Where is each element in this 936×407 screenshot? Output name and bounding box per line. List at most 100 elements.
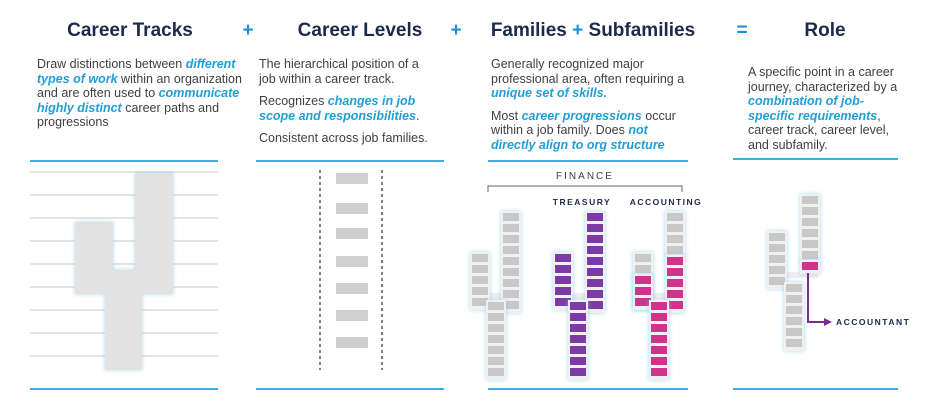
generic-right-stack [501,211,521,313]
level-block [570,313,586,321]
level-block [503,279,519,287]
treasury-bottom-stack [568,300,588,380]
level-block [555,254,571,262]
treasury-label: TREASURY [553,197,611,207]
stack-connector [555,293,603,299]
level-block [651,357,667,365]
level-block [651,368,667,376]
level-block [769,277,785,285]
families-p1: Generally recognized major professional … [491,57,685,100]
career-tracks-bottom-rule [30,388,218,390]
level-block [503,246,519,254]
level-block [472,254,488,262]
role-right-stack [800,194,820,263]
finance-label: FINANCE [556,171,614,182]
level-block [667,213,683,221]
role-selected-block [800,260,820,274]
level-block [587,224,603,232]
level-block [635,298,651,306]
families-plus: + [572,20,584,41]
level-block [472,298,488,306]
career-tracks-description: Draw distinctions between different type… [37,57,242,129]
level-block [667,257,683,265]
career-levels-p1: The hierarchical position of a job withi… [259,57,419,86]
role-description: A specific point in a career journey, ch… [748,65,898,152]
level-block [555,276,571,284]
level-block [651,335,667,343]
level-block [667,224,683,232]
accountant-arrow [807,273,826,323]
level-block [488,368,504,376]
level-block [488,302,504,310]
accounting-bottom-stack [649,300,669,380]
families-top-rule [488,160,688,162]
level-block [667,290,683,298]
level-block [587,257,603,265]
highlight-unique-skills: unique set of skills. [491,86,607,100]
level-block [635,265,651,273]
level-block [570,335,586,343]
career-levels-title: Career Levels [297,20,423,41]
accounting-left-stack [633,274,653,310]
level-block [570,324,586,332]
level-block [802,262,818,270]
level-block [786,284,802,292]
level-block [635,254,651,262]
career-levels-blocks [336,173,368,348]
family-stacks [470,211,685,380]
generic-bottom-stack [486,300,506,380]
level-block [587,301,603,309]
level-block [587,268,603,276]
treasury-left-stack [553,252,573,310]
level-block [635,276,651,284]
role-bottom-stack [784,282,804,351]
level-block [503,235,519,243]
career-levels-description: The hierarchical position of a job withi… [259,57,437,154]
level-block [786,306,802,314]
level-block [802,207,818,215]
level-block [555,287,571,295]
level-block [769,255,785,263]
level-block [555,298,571,306]
highlight-communicate: communicate highly distinct [37,86,240,115]
level-block [802,240,818,248]
level-block [786,317,802,325]
level-block [667,279,683,287]
career-track-shape [75,173,173,370]
level-block [587,213,603,221]
level-block [472,265,488,273]
role-bottom-rule [733,388,898,390]
level-block [802,218,818,226]
level-block [488,313,504,321]
career-levels-p2: Recognizes changes in job scope and resp… [259,94,420,123]
accounting-label: ACCOUNTING [630,197,703,207]
level-block [651,302,667,310]
level-block [570,346,586,354]
level-block [488,357,504,365]
treasury-right-stack [585,211,605,313]
stack-connector [472,293,520,299]
level-block [488,324,504,332]
role-left-stack [767,231,787,289]
accountant-label: ACCOUNTANT [836,317,910,327]
level-block [503,257,519,265]
level-block [503,301,519,309]
career-levels-p3: Consistent across job families. [259,131,428,145]
level-block [667,235,683,243]
career-levels-bottom-rule [256,388,444,390]
families-title-text: Families [490,20,567,41]
career-tracks-top-rule [30,160,218,162]
highlight-changes: changes in job scope and responsibilitie… [259,94,416,123]
level-block [587,235,603,243]
level-block [488,335,504,343]
level-block [635,287,651,295]
level-block [503,224,519,232]
level-block [802,196,818,204]
families-description: Generally recognized major professional … [491,57,687,160]
level-block [503,213,519,221]
families-p2: Most career progressions occur within a … [491,108,676,152]
level-block [570,302,586,310]
highlight-combination: combination of job-specific requirements [748,94,878,123]
level-block [587,290,603,298]
